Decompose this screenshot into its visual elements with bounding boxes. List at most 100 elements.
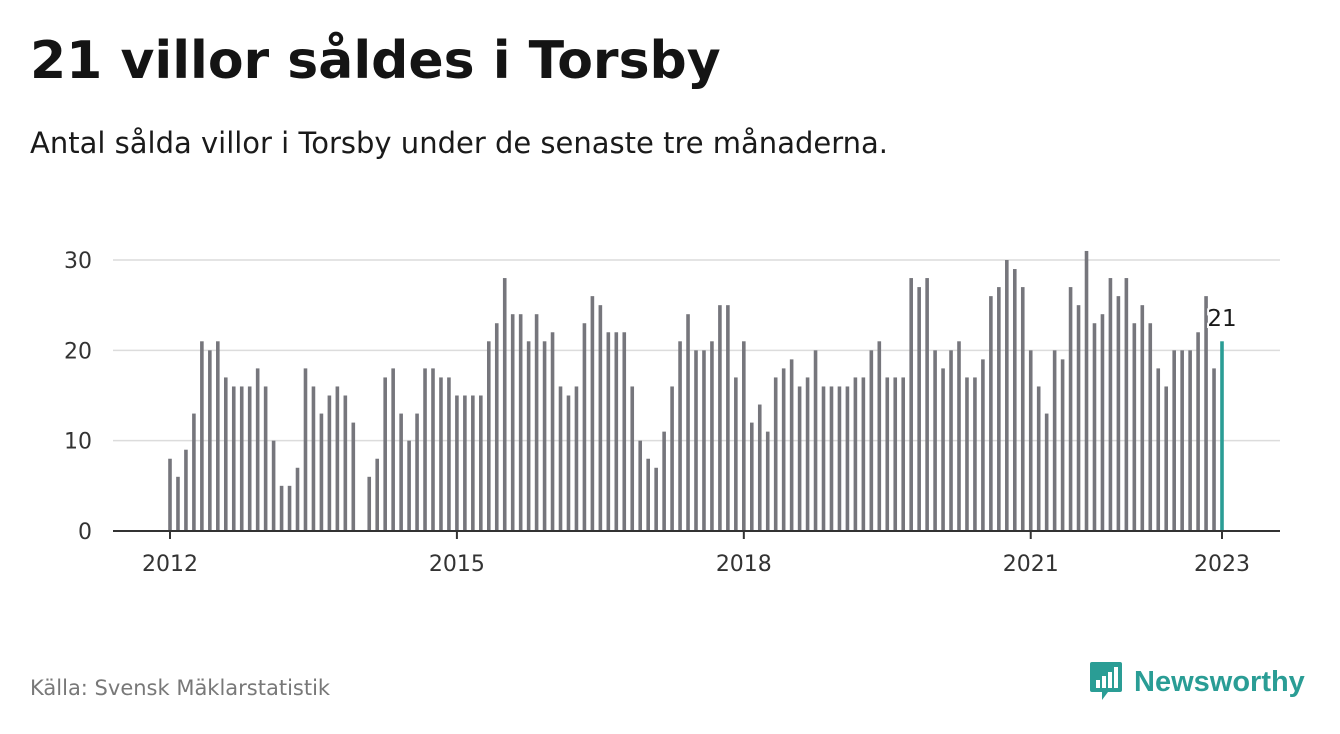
bar [678, 341, 682, 531]
bar [367, 476, 372, 531]
bar [829, 386, 834, 531]
bar [1172, 350, 1176, 531]
bar [208, 350, 212, 531]
bar-highlight [1220, 341, 1224, 531]
bar [813, 350, 818, 531]
bar [279, 485, 284, 531]
bar [622, 332, 627, 531]
bar [789, 359, 794, 531]
y-tick-label: 0 [78, 520, 92, 545]
bar [1084, 250, 1089, 531]
bar [694, 350, 698, 531]
bar [582, 323, 587, 531]
bar [1116, 296, 1121, 531]
bar [439, 377, 443, 531]
bar [1028, 350, 1033, 531]
bar [973, 377, 977, 531]
bar [1020, 287, 1025, 531]
bar [869, 350, 874, 531]
bar [471, 395, 475, 531]
highlight-value-label: 21 [1207, 306, 1236, 332]
bar [837, 386, 842, 531]
bar [925, 278, 929, 531]
bar [670, 386, 674, 531]
bar [989, 296, 993, 531]
y-tick-label: 30 [64, 249, 92, 274]
x-tick-label: 2023 [1194, 552, 1250, 577]
bar [885, 377, 890, 531]
bar [1156, 368, 1161, 531]
bar [1132, 323, 1137, 531]
bar [239, 386, 244, 531]
bar [1140, 305, 1145, 531]
bar [1148, 323, 1153, 531]
bar [399, 413, 403, 531]
bar [861, 377, 866, 531]
bar [391, 368, 395, 531]
bar [455, 395, 459, 531]
bar [383, 377, 387, 531]
bar [343, 395, 348, 531]
bar [726, 305, 730, 531]
bar [423, 368, 427, 531]
bar [901, 377, 906, 531]
bar [686, 314, 690, 531]
bar [176, 476, 180, 531]
bar [247, 386, 252, 531]
bar [917, 287, 921, 531]
bar [797, 386, 802, 531]
brand-name: Newsworthy [1134, 665, 1305, 698]
bar [933, 350, 937, 531]
bar [845, 386, 850, 531]
x-tick-label: 2018 [716, 552, 772, 577]
bar [949, 350, 953, 531]
source-note: Källa: Svensk Mäklarstatistik [30, 676, 331, 700]
bar [335, 386, 340, 531]
bar [311, 386, 316, 531]
bar [662, 431, 666, 531]
bar [630, 386, 635, 531]
bar [781, 368, 786, 531]
bar [375, 458, 380, 531]
chart-title: 21 villor såldes i Torsby [30, 31, 721, 91]
bar [200, 341, 204, 531]
bar [965, 377, 969, 531]
bar [654, 467, 658, 531]
bar [909, 278, 913, 531]
bar [893, 377, 898, 531]
bar [749, 422, 754, 531]
bar [558, 386, 563, 531]
bar [757, 404, 762, 531]
bar [821, 386, 826, 531]
bar [526, 341, 531, 531]
bar [1100, 314, 1105, 531]
bar [518, 314, 523, 531]
bar [1108, 278, 1113, 531]
bar [1180, 350, 1184, 531]
chart-bubble-icon [1090, 662, 1122, 700]
bar [574, 386, 579, 531]
bar [1164, 386, 1169, 531]
bar [494, 323, 499, 531]
bar [1092, 323, 1097, 531]
bar [734, 377, 738, 531]
bar [1204, 296, 1208, 531]
bar [303, 368, 308, 531]
bar [502, 278, 507, 531]
bar [805, 377, 810, 531]
brand-logo[interactable]: Newsworthy [1088, 660, 1305, 704]
bar [319, 413, 324, 531]
bar [638, 440, 643, 531]
bar [1188, 350, 1192, 531]
bar [431, 368, 435, 531]
bar [407, 440, 411, 531]
bar [192, 413, 196, 531]
bar [1212, 368, 1216, 531]
bar [957, 341, 961, 531]
bar [773, 377, 778, 531]
bar [566, 395, 571, 531]
x-tick-label: 2021 [1003, 552, 1059, 577]
bar [1196, 332, 1200, 531]
bar [710, 341, 714, 531]
